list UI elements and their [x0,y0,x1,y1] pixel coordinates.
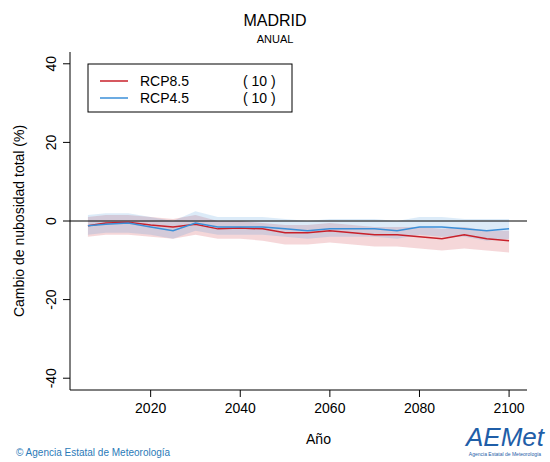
y-tick-label: 40 [43,56,59,72]
logo: AEMet [464,422,546,452]
x-tick-label: 2060 [314,400,345,416]
y-tick-label: -40 [43,368,59,388]
x-tick [240,390,241,397]
y-tick-label: 20 [43,134,59,150]
x-tick-label: 2080 [404,400,435,416]
zero-line [70,221,527,222]
series-line [88,222,509,240]
legend-box [88,64,292,112]
y-tick [63,221,70,222]
y-tick-label: -20 [43,289,59,309]
x-tick [509,390,510,397]
x-tick-label: 2100 [494,400,525,416]
spread-band [88,211,509,240]
legend-count: ( 10 ) [243,73,276,89]
legend-swatch [100,97,128,99]
legend-label: RCP4.5 [140,90,189,106]
x-tick-label: 2020 [135,400,166,416]
y-axis-label: Cambio de nubosidad total (%) [11,125,27,317]
subtitle: ANUAL [257,33,294,45]
y-tick [63,378,70,379]
x-axis-label: Año [306,431,331,447]
plot-area [70,211,527,252]
x-axis [70,390,527,391]
x-tick-label: 2040 [225,400,256,416]
y-tick [63,142,70,143]
footer: © Agencia Estatal de Meteorología [16,447,171,458]
x-tick [329,390,330,397]
x-tick [419,390,420,397]
legend-count: ( 10 ) [243,90,276,106]
y-tick [63,63,70,64]
legend-label: RCP8.5 [140,73,189,89]
title: MADRID [243,12,306,29]
y-tick [63,299,70,300]
chart: MADRIDANUAL-40-2002040202020402060208021… [0,0,550,462]
legend-swatch [100,80,128,82]
logo-subtitle: Agencia Estatal de Meteorología [469,451,541,457]
x-tick [150,390,151,397]
series-line [88,223,509,231]
y-tick-label: 0 [43,217,59,225]
